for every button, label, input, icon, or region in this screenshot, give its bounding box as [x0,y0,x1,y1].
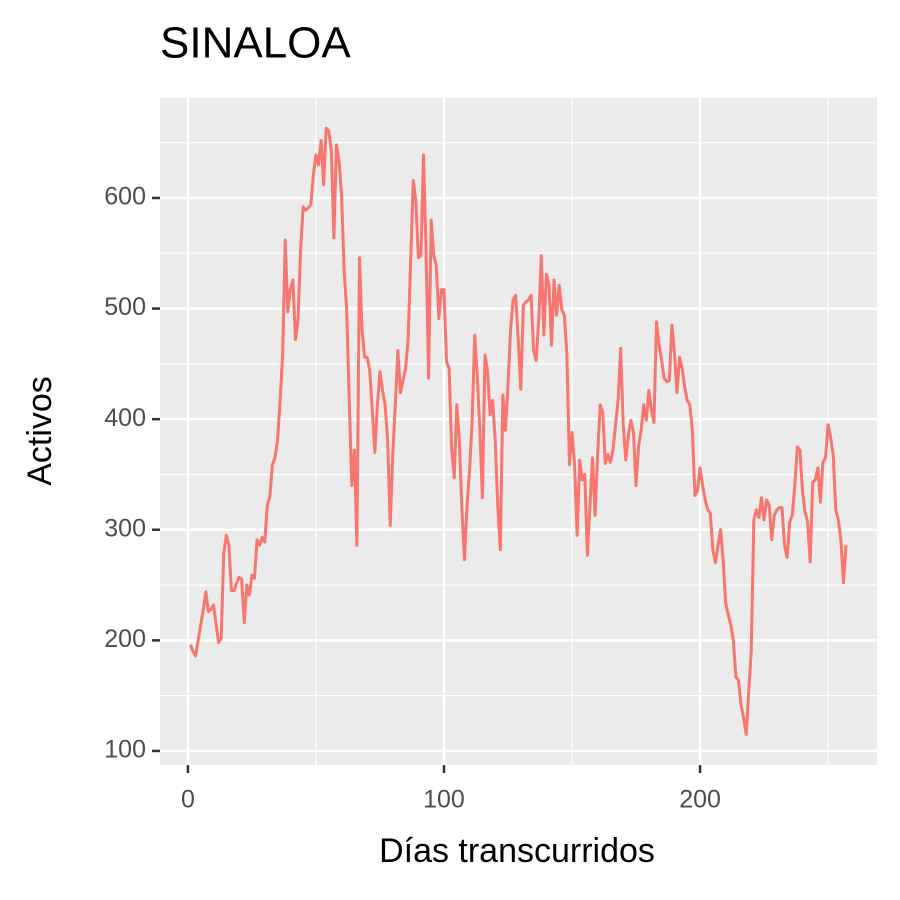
y-tick-label: 600 [104,183,146,211]
y-axis-label: Activos [21,376,59,486]
y-tick-label: 300 [104,514,146,542]
x-tick-label: 100 [423,786,465,814]
x-tick-label: 200 [679,786,721,814]
y-tick-label: 100 [104,736,146,764]
data-line [189,126,848,736]
x-tick-label: 0 [181,786,195,814]
y-tick-label: 400 [104,404,146,432]
x-axis-label: Días transcurridos [379,832,655,870]
y-tick-label: 200 [104,625,146,653]
y-tick-label: 500 [104,293,146,321]
chart-title: SINALOA [160,19,351,68]
